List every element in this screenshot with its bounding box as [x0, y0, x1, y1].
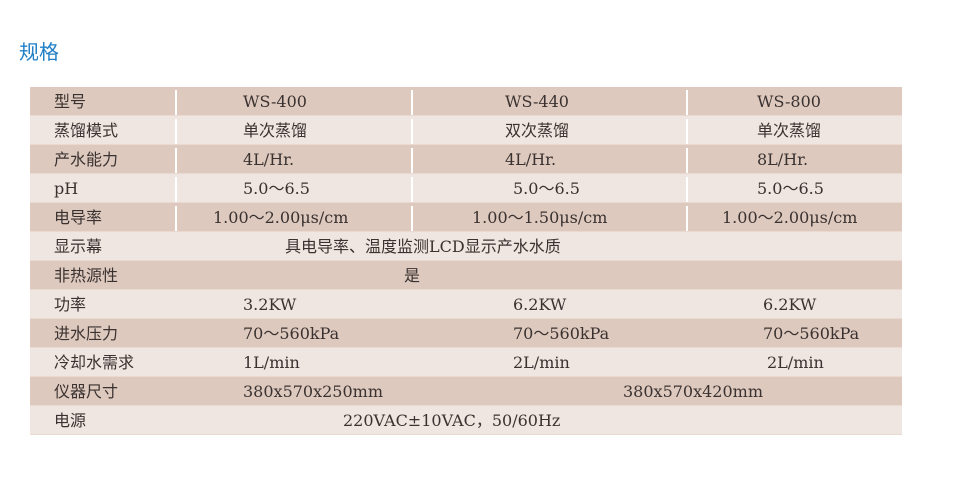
row-label: 电导率 [54, 208, 103, 227]
table-row: 型号 WS-400 WS-440 WS-800 [30, 87, 902, 116]
row-value: 3.2KW [243, 295, 297, 314]
row-value: 双次蒸馏 [505, 121, 570, 140]
table-row: 非热源性 是 [30, 261, 902, 290]
row-label: 进水压力 [54, 324, 119, 343]
row-value: 1.00～1.50μs/cm [472, 208, 608, 227]
row-value: 1L/min [243, 353, 300, 372]
table-row: 进水压力 70～560kPa 70～560kPa 70～560kPa [30, 319, 902, 348]
table-row: 电源 220VAC±10VAC，50/60Hz [30, 406, 902, 435]
row-value: WS-800 [757, 92, 821, 111]
row-label: 电源 [54, 411, 87, 430]
table-row: 冷却水需求 1L/min 2L/min 2L/min [30, 348, 902, 377]
column-divider [686, 90, 688, 115]
row-label: 显示幕 [54, 237, 103, 256]
row-value: 1.00～2.00μs/cm [213, 208, 349, 227]
table-row: 蒸馏模式 单次蒸馏 双次蒸馏 单次蒸馏 [30, 116, 902, 145]
table-row: 电导率 1.00～2.00μs/cm 1.00～1.50μs/cm 1.00～2.00… [30, 203, 902, 232]
column-divider [411, 206, 413, 231]
table-row: 功率 3.2KW 6.2KW 6.2KW [30, 290, 902, 319]
row-value: 70～560kPa [763, 324, 860, 343]
column-divider [686, 206, 688, 231]
row-value: 70～560kPa [513, 324, 610, 343]
row-label: 功率 [54, 295, 87, 314]
table-row: 显示幕 具电导率、温度监测LCD显示产水水质 [30, 232, 902, 261]
row-label: 产水能力 [54, 150, 119, 169]
row-value: 5.0～6.5 [243, 179, 310, 198]
row-label: 冷却水需求 [54, 353, 135, 372]
column-divider [686, 119, 688, 144]
row-value: 单次蒸馏 [243, 121, 308, 140]
row-value: 4L/Hr. [243, 150, 295, 169]
row-value: 单次蒸馏 [757, 121, 822, 140]
row-label: 仪器尺寸 [54, 382, 119, 401]
column-divider [411, 90, 413, 115]
row-value: WS-400 [243, 92, 307, 111]
table-row: 产水能力 4L/Hr. 4L/Hr. 8L/Hr. [30, 145, 902, 174]
row-value: 5.0～6.5 [757, 179, 824, 198]
section-title: 规格 [19, 40, 59, 64]
column-divider [175, 90, 177, 115]
table-row: 仪器尺寸 380x570x250mm 380x570x420mm [30, 377, 902, 406]
row-value: 5.0～6.5 [513, 179, 580, 198]
column-divider [411, 148, 413, 173]
column-divider [686, 177, 688, 202]
row-value: 380x570x250mm [243, 382, 384, 401]
spec-table: 型号 WS-400 WS-440 WS-800 蒸馏模式 单次蒸馏 双次蒸馏 单次蒸馏产水能力… [30, 87, 902, 435]
row-label: 蒸馏模式 [54, 121, 119, 140]
row-label: 型号 [54, 92, 87, 111]
column-divider [175, 206, 177, 231]
row-value: 6.2KW [763, 295, 817, 314]
column-divider [175, 119, 177, 144]
row-value: 2L/min [767, 353, 824, 372]
row-value: 4L/Hr. [505, 150, 557, 169]
row-value: WS-440 [505, 92, 569, 111]
row-label: pH [54, 179, 79, 198]
column-divider [411, 177, 413, 202]
row-value: 6.2KW [513, 295, 567, 314]
column-divider [175, 177, 177, 202]
row-value: 2L/min [513, 353, 570, 372]
row-value: 8L/Hr. [757, 150, 809, 169]
row-value: 380x570x420mm [623, 382, 764, 401]
column-divider [686, 148, 688, 173]
row-value: 具电导率、温度监测LCD显示产水水质 [285, 237, 561, 256]
row-label: 非热源性 [54, 266, 119, 285]
row-value: 70～560kPa [243, 324, 340, 343]
table-row: pH 5.0～6.5 5.0～6.5 5.0～6.5 [30, 174, 902, 203]
row-value: 220VAC±10VAC，50/60Hz [343, 411, 561, 430]
column-divider [175, 148, 177, 173]
row-value: 是 [404, 266, 421, 285]
column-divider [411, 119, 413, 144]
row-value: 1.00～2.00μs/cm [722, 208, 858, 227]
